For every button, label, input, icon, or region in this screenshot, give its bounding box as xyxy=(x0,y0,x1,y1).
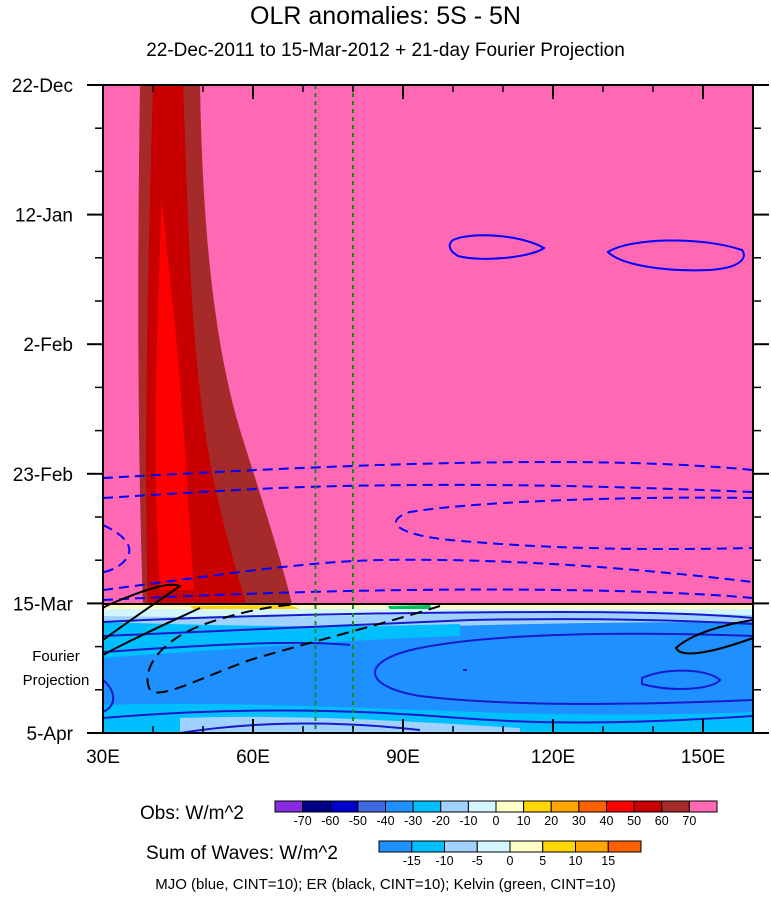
colorbar-swatch xyxy=(378,840,413,853)
projection-mjo-contours xyxy=(103,610,753,733)
x-tick-label: 30E xyxy=(86,747,120,768)
legend-note: MJO (blue, CINT=10); ER (black, CINT=10)… xyxy=(155,876,616,893)
colorbar-swatch xyxy=(542,840,576,853)
chart-title: OLR anomalies: 5S - 5N xyxy=(250,2,521,30)
colorbar-swatch xyxy=(550,800,580,813)
proj-contour-7 xyxy=(103,709,753,724)
y-tick-label: 2-Feb xyxy=(23,335,73,356)
colorbar-level-label: 15 xyxy=(601,854,615,868)
x-tick-label: 60E xyxy=(236,747,270,768)
colorbar-swatch xyxy=(385,800,414,813)
proj-contour-4 xyxy=(374,632,753,705)
proj-contour-6 xyxy=(103,679,115,713)
mjo-positive-contours xyxy=(448,234,745,272)
colorbar-level-label: 5 xyxy=(539,854,546,868)
proj-contour-3 xyxy=(103,641,351,653)
y-tick-label: 12-Jan xyxy=(15,206,73,227)
proj-contour-2 xyxy=(103,618,753,637)
colorbar-level-label: -70 xyxy=(294,814,312,828)
colorbar-level-label: 40 xyxy=(600,814,614,828)
colorbar-swatch xyxy=(578,800,607,813)
colorbar-level-label: 0 xyxy=(507,854,514,868)
colorbar-swatch xyxy=(329,800,359,813)
colorbar-swatch xyxy=(661,800,690,813)
colorbar-swatch xyxy=(509,840,544,853)
mjo-loop-1 xyxy=(448,234,546,260)
mjo-loop-2 xyxy=(606,239,745,272)
kelvin-reference-lines xyxy=(314,85,354,733)
sum-colorbar-label: Sum of Waves: W/m^2 xyxy=(146,843,338,864)
colorbar-swatch xyxy=(440,800,469,813)
colorbar-swatch xyxy=(444,840,478,853)
colorbar-level-label: -15 xyxy=(403,854,421,868)
proj-contour-8 xyxy=(179,722,421,733)
colorbar-level-label: -10 xyxy=(459,814,477,828)
colorbar-level-label: 30 xyxy=(572,814,586,828)
colorbar-swatch xyxy=(412,800,442,813)
colorbar-level-label: -40 xyxy=(376,814,394,828)
colorbar-level-label: 10 xyxy=(569,854,583,868)
sum-colorbar: -15 -10 -5 0 5 10 15 xyxy=(378,840,642,868)
colorbar-level-label: -60 xyxy=(321,814,339,828)
colorbar-level-label: 60 xyxy=(655,814,669,828)
colorbar-level-label: 20 xyxy=(544,814,558,828)
colorbar-swatch xyxy=(274,800,304,813)
colorbar-level-label: 10 xyxy=(517,814,531,828)
projection-cyan-band xyxy=(103,622,460,658)
mjo-dashed-contour-1 xyxy=(103,460,753,479)
mjo-dashed-contour-2 xyxy=(103,483,753,499)
x-axis: 30E 60E 90E 120E 150E xyxy=(86,85,725,768)
y-tick-label: 23-Feb xyxy=(13,465,73,486)
proj-contour-1 xyxy=(103,610,753,623)
y-tick-label: 15-Mar xyxy=(13,594,74,615)
x-tick-label: 120E xyxy=(531,747,575,768)
projection-axis-label: Projection xyxy=(23,672,90,689)
colorbar-swatch xyxy=(688,800,718,813)
colorbar-level-label: 0 xyxy=(493,814,500,828)
x-tick-label: 150E xyxy=(681,747,725,768)
projection-field xyxy=(103,604,753,733)
colorbar-level-label: -5 xyxy=(472,854,483,868)
er-contour-4 xyxy=(674,619,753,655)
obs-colorbar-label: Obs: W/m^2 xyxy=(140,803,244,824)
colorbar-swatch xyxy=(575,840,609,853)
mjo-dashed-contour-3 xyxy=(395,496,753,551)
colorbar-swatch xyxy=(606,800,635,813)
colorbar-swatch xyxy=(476,840,511,853)
colorbar-swatch xyxy=(633,800,663,813)
colorbar-level-label: -30 xyxy=(404,814,422,828)
colorbar-level-label: 70 xyxy=(682,814,696,828)
colorbar-level-label: -20 xyxy=(432,814,450,828)
proj-contour-5 xyxy=(641,669,722,690)
colorbar-swatch xyxy=(411,840,445,853)
plot-frame xyxy=(102,84,754,734)
colorbar-swatch xyxy=(302,800,331,813)
chart-subtitle: 22-Dec-2011 to 15-Mar-2012 + 21-day Four… xyxy=(146,40,625,61)
colorbar-level-label: -10 xyxy=(435,854,453,868)
colorbar-swatch xyxy=(467,800,497,813)
projection-axis-label: Fourier xyxy=(32,648,80,665)
mjo-dashed-contour-6 xyxy=(103,588,753,601)
colorbar-swatch xyxy=(495,800,525,813)
mjo-dashed-contour-5 xyxy=(103,558,753,591)
colorbar-level-label: -50 xyxy=(349,814,367,828)
er-contour-2 xyxy=(103,607,201,656)
mjo-dashed-contour-4 xyxy=(103,524,131,573)
projection-green-strip xyxy=(388,605,432,610)
obs-colorbar: -70 -60 -50 -40 -30 -20 -10 0 10 20 30 40 50 60 70 xyxy=(274,800,718,828)
mjo-negative-contours xyxy=(103,460,753,601)
y-tick-label: 5-Apr xyxy=(27,724,74,745)
colorbar-swatch xyxy=(607,840,642,853)
x-tick-label: 90E xyxy=(386,747,420,768)
y-tick-label: 22-Dec xyxy=(12,76,73,97)
colorbar-level-label: 50 xyxy=(627,814,641,828)
observed-field xyxy=(103,85,753,604)
y-axis: 22-Dec 12-Jan 2-Feb 23-Feb 15-Mar 5-Apr Fourie… xyxy=(12,76,769,745)
er-contour-3 xyxy=(146,603,441,694)
colorbar-swatch xyxy=(357,800,386,813)
colorbar-swatch xyxy=(523,800,552,813)
